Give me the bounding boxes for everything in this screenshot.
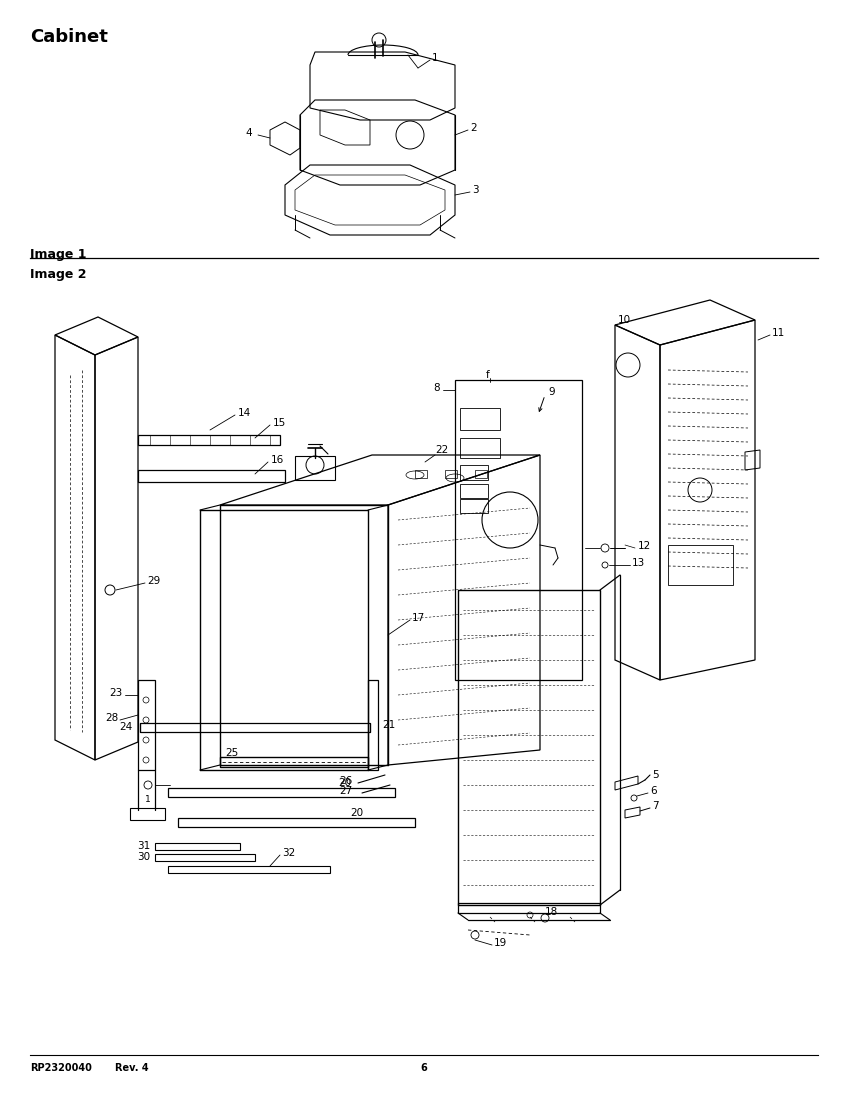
Text: 23: 23 bbox=[109, 688, 122, 698]
Text: 6: 6 bbox=[650, 786, 656, 796]
Text: 1: 1 bbox=[145, 795, 151, 804]
Text: 18: 18 bbox=[545, 908, 558, 917]
Text: 24: 24 bbox=[120, 722, 133, 732]
Text: 26: 26 bbox=[340, 776, 353, 786]
Text: 19: 19 bbox=[494, 938, 507, 948]
Text: 32: 32 bbox=[282, 848, 295, 858]
Text: RP2320040: RP2320040 bbox=[30, 1063, 92, 1072]
Text: 9: 9 bbox=[548, 387, 555, 397]
Text: 31: 31 bbox=[137, 842, 150, 851]
Text: 15: 15 bbox=[273, 418, 287, 428]
Text: 5: 5 bbox=[652, 770, 659, 780]
Text: 4: 4 bbox=[245, 128, 252, 138]
Text: 8: 8 bbox=[433, 383, 440, 393]
Bar bbox=[460, 438, 500, 458]
Text: 21: 21 bbox=[382, 720, 395, 730]
Text: 29: 29 bbox=[147, 576, 160, 586]
Text: 13: 13 bbox=[632, 558, 645, 568]
Text: 25: 25 bbox=[225, 748, 238, 758]
Bar bbox=[460, 484, 488, 498]
Text: 12: 12 bbox=[638, 541, 651, 551]
Text: f: f bbox=[486, 370, 490, 379]
Text: Cabinet: Cabinet bbox=[30, 28, 108, 46]
Text: 20: 20 bbox=[350, 808, 363, 818]
Text: 11: 11 bbox=[772, 328, 785, 338]
Text: 14: 14 bbox=[238, 408, 251, 418]
Text: 30: 30 bbox=[137, 852, 150, 862]
Bar bbox=[415, 470, 427, 478]
Text: 28: 28 bbox=[105, 713, 118, 723]
Text: 17: 17 bbox=[412, 613, 425, 623]
Text: Rev. 4: Rev. 4 bbox=[115, 1063, 148, 1072]
Text: 1: 1 bbox=[432, 53, 438, 63]
Bar bbox=[460, 465, 488, 480]
Bar bbox=[460, 499, 488, 513]
Text: 6: 6 bbox=[421, 1063, 427, 1072]
Text: 10: 10 bbox=[618, 315, 631, 324]
Text: Image 1: Image 1 bbox=[30, 248, 86, 261]
Text: 27: 27 bbox=[340, 786, 353, 796]
Bar bbox=[668, 544, 733, 585]
Text: 3: 3 bbox=[472, 185, 478, 195]
Text: 22: 22 bbox=[435, 446, 449, 455]
Text: 7: 7 bbox=[652, 801, 659, 811]
Text: 2: 2 bbox=[470, 123, 477, 133]
Bar bbox=[460, 408, 500, 430]
Bar bbox=[445, 470, 457, 478]
Text: 20: 20 bbox=[338, 778, 351, 788]
Text: Image 2: Image 2 bbox=[30, 268, 86, 280]
Bar bbox=[475, 470, 487, 478]
Text: 16: 16 bbox=[271, 455, 284, 465]
